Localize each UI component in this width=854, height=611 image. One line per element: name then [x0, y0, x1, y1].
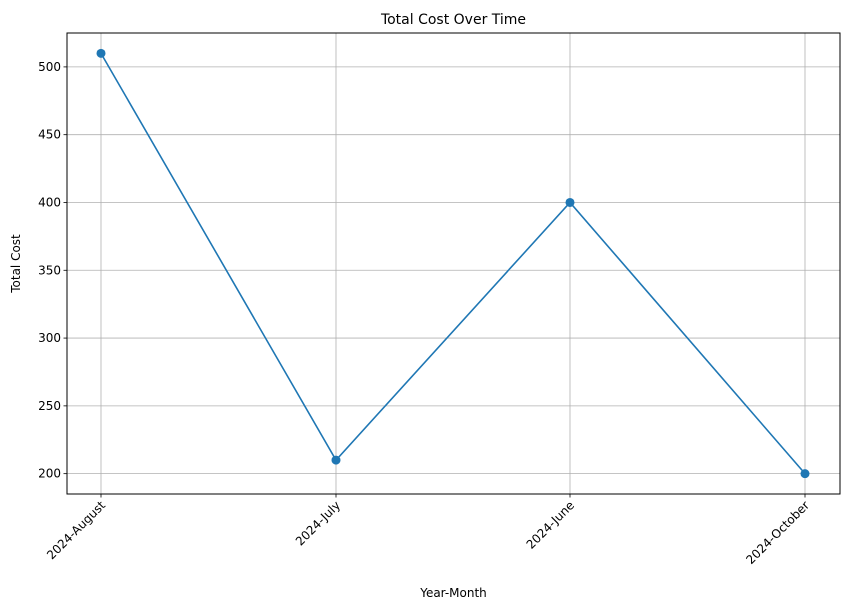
y-tick-label: 450 — [38, 128, 61, 142]
y-tick-label: 500 — [38, 60, 61, 74]
data-point-marker — [331, 455, 341, 465]
y-tick-label: 400 — [38, 195, 61, 209]
x-axis-label: Year-Month — [419, 586, 487, 600]
grid-lines — [67, 33, 840, 494]
series-line — [100, 52, 806, 475]
series-layer — [96, 48, 810, 479]
data-point-marker — [800, 469, 810, 479]
data-point-marker — [565, 197, 575, 207]
data-point-marker — [96, 48, 106, 58]
plot-frame — [66, 32, 841, 495]
chart-title: Total Cost Over Time — [380, 12, 526, 28]
y-axis-ticks: 200 250 300 350 400 450 500 — [38, 60, 67, 481]
y-tick-label: 250 — [38, 399, 61, 413]
y-tick-label: 200 — [38, 467, 61, 481]
y-tick-label: 350 — [38, 263, 61, 277]
y-tick-label: 300 — [38, 331, 61, 345]
y-axis-label: Total Cost — [9, 234, 23, 294]
